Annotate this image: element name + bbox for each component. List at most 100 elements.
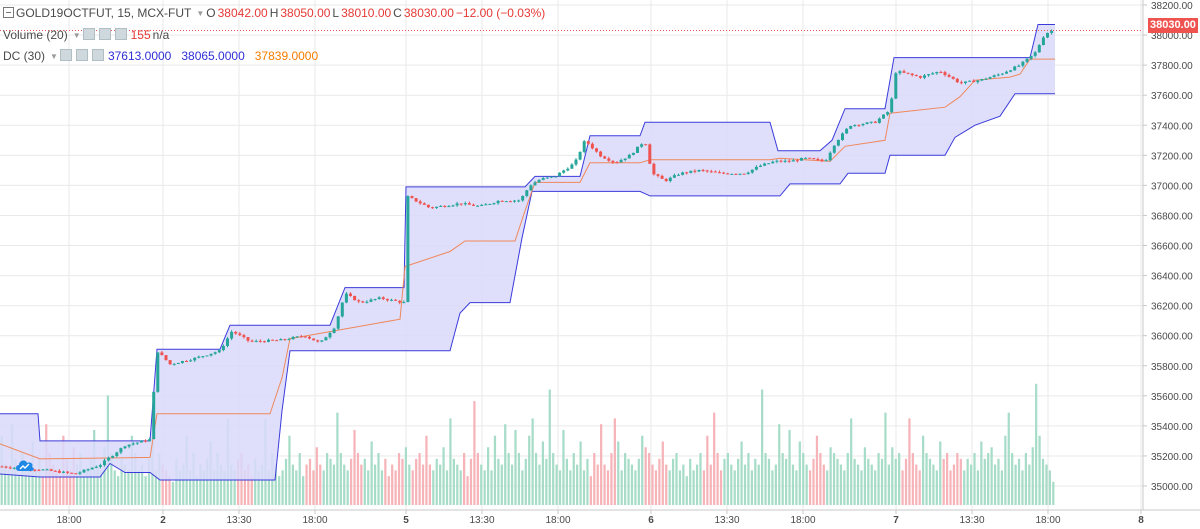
candle-body (529, 185, 533, 191)
volume-bar (1048, 470, 1051, 505)
volume-bar (558, 470, 562, 505)
volume-bar (1007, 412, 1010, 505)
volume-bar (832, 453, 836, 505)
volume-bar (147, 458, 151, 505)
time-tick-label: 2 (160, 515, 166, 526)
candle-body (344, 293, 348, 303)
chevron-down-icon[interactable]: ▼ (72, 31, 81, 40)
volume-bar (671, 458, 675, 505)
volume-bar (161, 464, 164, 505)
collapse-icon[interactable] (3, 7, 14, 18)
volume-bar (295, 470, 298, 505)
volume-bar (661, 441, 664, 505)
candle-body (681, 172, 685, 175)
volume-bar (127, 470, 130, 505)
candle-body (168, 360, 172, 365)
candle-body (12, 467, 16, 469)
volume-bar (459, 470, 462, 505)
candle-body (578, 151, 582, 160)
indicator-controls (59, 49, 106, 61)
candle-body (767, 163, 771, 165)
volume-bar (514, 429, 517, 505)
volume-bar (713, 412, 716, 505)
volume-label[interactable]: Volume (20) (3, 28, 68, 42)
volume-bar (689, 458, 692, 505)
candle-body (705, 170, 709, 172)
symbol-name[interactable]: GOLD19OCTFUT, 15, MCX-FUT (16, 6, 192, 20)
volume-bar (28, 464, 31, 505)
candle-body (221, 345, 225, 351)
volume-bar (942, 458, 945, 505)
price-axis[interactable]: 38200.00 38000.00 37800.00 37600.00 37400.00… (1142, 0, 1193, 510)
candle-body (209, 353, 213, 356)
volume-value: 155 (130, 28, 151, 42)
candle-body (996, 74, 1000, 76)
candle-body (439, 205, 443, 207)
candle-body (127, 444, 131, 447)
candle-body (849, 125, 853, 129)
volume-bar (709, 464, 712, 505)
volume-bar (613, 418, 616, 505)
eye-icon[interactable] (59, 49, 72, 61)
candle-body (57, 470, 61, 473)
chevron-down-icon[interactable]: ▼ (50, 52, 58, 61)
candle-body (1013, 66, 1017, 71)
volume-bar (1024, 453, 1027, 505)
candle-body (418, 201, 422, 204)
candle-body (156, 352, 160, 392)
candle-body (316, 340, 320, 342)
candle-body (66, 471, 70, 473)
volume-bar (877, 453, 880, 505)
candle-body (718, 172, 721, 174)
channel-upper-line (0, 24, 1055, 442)
volume-bar (418, 453, 421, 505)
price-tick-label: 38200.00 (1151, 1, 1193, 12)
candle-body (385, 299, 389, 301)
candle-body (62, 471, 65, 473)
volume-bar (14, 458, 17, 505)
volume-bar (336, 412, 339, 505)
volume-bar (922, 435, 925, 505)
candle-body (496, 200, 500, 204)
volume-bar (737, 458, 740, 505)
candle-body (373, 299, 377, 301)
candle-body (332, 328, 336, 333)
close-value: 38030.00 (403, 6, 454, 20)
volume-bar (545, 458, 548, 505)
candle-body (648, 144, 652, 164)
volume-bar (401, 458, 404, 505)
close-icon[interactable] (114, 28, 127, 40)
candle-body (242, 335, 246, 338)
volume-bar (668, 470, 671, 505)
settings-icon[interactable] (75, 49, 88, 61)
volume-bar (600, 424, 603, 505)
volume-bar (4, 464, 7, 505)
volume-bar (486, 447, 490, 505)
eye-icon[interactable] (82, 28, 95, 40)
grid-lines (0, 0, 1143, 510)
price-tick-label: 37800.00 (1151, 61, 1193, 72)
volume-bar (380, 470, 384, 505)
settings-icon[interactable] (98, 28, 111, 40)
time-axis[interactable]: 18:00 2 13:30 18:00 5 13:30 18:00 6 13:30 18:00 7 1… (0, 509, 1200, 526)
candle-body (882, 114, 885, 119)
high-label: H (269, 6, 279, 20)
volume-bar (630, 464, 634, 505)
volume-bar (891, 447, 894, 505)
candle-body (82, 469, 86, 473)
price-tick-label: 35800.00 (1151, 362, 1193, 373)
volume-bar (798, 441, 801, 505)
volume-bar (617, 441, 620, 505)
volume-bar (517, 453, 521, 505)
volume-bar (1041, 458, 1045, 505)
candle-body (426, 204, 430, 208)
dc-label[interactable]: DC (30) (3, 49, 46, 63)
chevron-down-icon[interactable]: ▼ (196, 9, 205, 18)
close-icon[interactable] (91, 49, 104, 61)
candle-body (566, 168, 570, 171)
candle-body (455, 203, 459, 206)
candle-body (123, 446, 127, 449)
volume-bar (805, 464, 808, 505)
candle-body (431, 207, 434, 209)
